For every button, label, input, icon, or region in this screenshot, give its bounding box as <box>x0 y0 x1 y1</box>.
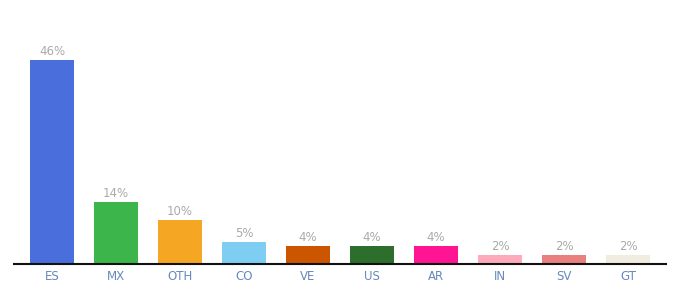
Text: 4%: 4% <box>426 231 445 244</box>
Text: 2%: 2% <box>491 240 509 253</box>
Text: 4%: 4% <box>299 231 318 244</box>
Bar <box>222 242 267 264</box>
Bar <box>350 246 394 264</box>
Bar <box>541 255 586 264</box>
Bar <box>286 246 330 264</box>
Bar <box>158 220 203 264</box>
Text: 5%: 5% <box>235 227 253 240</box>
Bar <box>94 202 139 264</box>
Bar <box>477 255 522 264</box>
Text: 14%: 14% <box>103 187 129 200</box>
Text: 46%: 46% <box>39 45 65 58</box>
Text: 2%: 2% <box>555 240 573 253</box>
Bar <box>413 246 458 264</box>
Bar <box>30 60 74 264</box>
Bar <box>606 255 650 264</box>
Text: 10%: 10% <box>167 205 193 218</box>
Text: 4%: 4% <box>362 231 381 244</box>
Text: 2%: 2% <box>619 240 637 253</box>
